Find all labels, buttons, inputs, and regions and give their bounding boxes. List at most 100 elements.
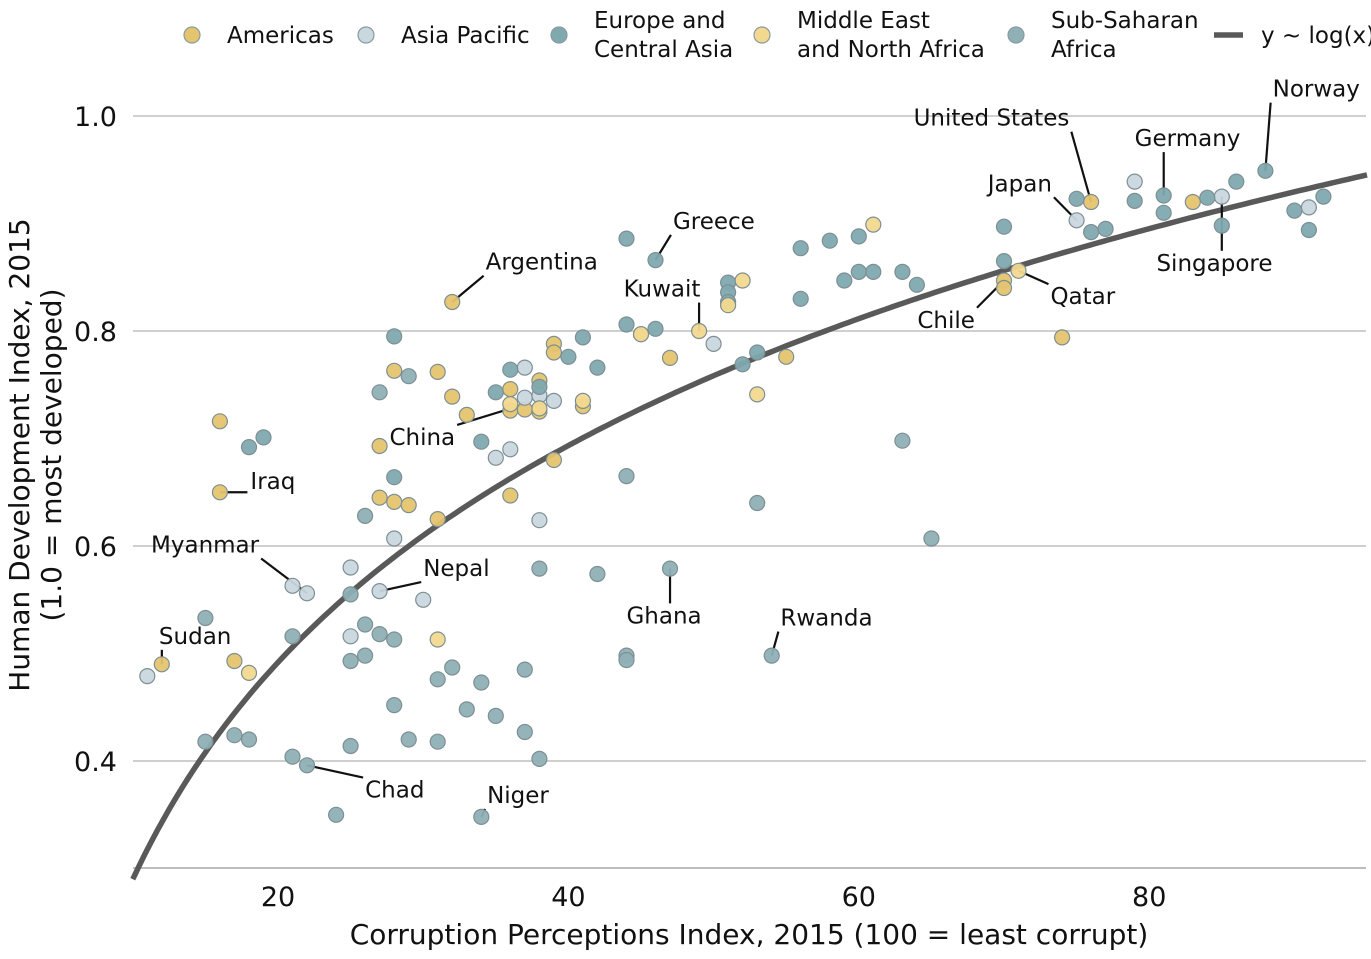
annotation-label-nepal: Nepal (423, 556, 489, 582)
data-point-europe (734, 356, 751, 373)
data-point-ssa (400, 368, 417, 385)
data-point-asia (1213, 188, 1230, 205)
data-point-ssa (197, 733, 214, 750)
trend-curve-group (130, 172, 1368, 881)
legend-label-europe: Europe and (594, 8, 725, 34)
data-point-europe (894, 263, 911, 280)
data-point-ssa (386, 696, 403, 714)
data-point-americas (444, 293, 461, 311)
data-point-ssa (371, 384, 388, 401)
annotation-label-argentina: Argentina (486, 250, 598, 276)
data-point-mena (734, 272, 751, 289)
data-point-europe (1213, 217, 1230, 234)
data-point-europe (1228, 173, 1245, 190)
data-point-mena (1010, 262, 1027, 279)
data-point-mena (632, 326, 650, 343)
x-tick-label: 80 (1132, 882, 1166, 913)
data-point-americas (661, 349, 679, 366)
data-point-europe (473, 433, 490, 450)
annotation-label-chile: Chile (917, 308, 975, 334)
annotation-label-rwanda: Rwanda (780, 606, 872, 632)
annotation-label-qatar: Qatar (1050, 284, 1115, 310)
data-point-europe (792, 290, 809, 307)
y-axis-title: Human Development Index, 2015 (1.0 = mos… (3, 218, 68, 691)
data-point-americas (458, 406, 475, 423)
data-point-ssa (894, 432, 911, 449)
data-point-ssa (298, 757, 316, 774)
data-point-asia (1126, 173, 1143, 190)
legend-label-asia: Asia Pacific (401, 23, 530, 49)
data-point-americas (545, 344, 563, 361)
data-point-ssa (197, 609, 214, 627)
data-point-americas (386, 493, 403, 510)
data-point-europe (1155, 204, 1172, 221)
data-point-ssa (516, 723, 533, 741)
data-point-europe (1315, 188, 1332, 205)
data-point-americas (444, 388, 461, 405)
data-points (139, 162, 1332, 826)
data-point-ssa (444, 659, 461, 676)
data-point-mena (502, 396, 519, 413)
data-point-europe (850, 228, 867, 245)
legend-label-trend: y ~ log(x) (1261, 23, 1371, 49)
annotation-label-iraq: Iraq (250, 469, 295, 495)
data-point-americas (1184, 193, 1201, 211)
data-point-europe (1300, 221, 1318, 239)
data-point-americas (211, 413, 228, 430)
data-point-europe (589, 359, 606, 376)
data-point-ssa (923, 530, 940, 547)
data-point-ssa (342, 737, 359, 755)
data-point-ssa (487, 707, 504, 725)
data-point-mena (574, 392, 592, 409)
data-point-asia (415, 591, 432, 608)
data-point-ssa (342, 652, 359, 670)
data-point-mena (865, 216, 882, 233)
data-point-europe (647, 252, 664, 269)
legend-label-americas: Americas (227, 23, 334, 49)
annotation-leader (1070, 131, 1093, 203)
y-tick-labels: 0.4 0.6 0.8 1.0 (74, 102, 117, 778)
data-point-ssa (763, 647, 780, 664)
data-point-ssa (357, 647, 374, 664)
y-axis-title-line-2: (1.0 = most developed) (35, 289, 68, 622)
data-point-europe (618, 316, 635, 333)
data-point-europe (995, 218, 1013, 235)
data-point-europe (1097, 220, 1114, 237)
data-point-asia (1068, 212, 1085, 229)
annotation-label-niger: Niger (487, 783, 549, 809)
data-point-ssa (458, 701, 475, 718)
y-axis-title-line-1: Human Development Index, 2015 (3, 218, 36, 691)
data-point-europe (487, 384, 504, 401)
data-point-ssa (531, 750, 548, 768)
data-point-americas (400, 497, 417, 514)
data-point-americas (153, 656, 170, 673)
data-point-asia (298, 585, 316, 602)
data-point-asia (342, 628, 359, 645)
data-point-ssa (357, 616, 374, 633)
data-point-ssa (342, 586, 359, 603)
data-point-asia (386, 530, 403, 547)
data-point-mena (719, 297, 737, 314)
legend-label-ssa: Sub-Saharan (1051, 8, 1199, 34)
legend-marker-mena (753, 26, 771, 44)
annotation-label-chad: Chad (365, 778, 424, 804)
y-tick-label: 1.0 (74, 102, 117, 133)
data-point-asia (139, 667, 156, 685)
data-point-asia (371, 582, 388, 600)
data-point-ssa (618, 651, 635, 669)
legend-label-europe: Central Asia (594, 37, 733, 63)
annotation-label-greece: Greece (673, 209, 755, 235)
data-point-ssa (226, 727, 243, 744)
data-point-mena (240, 664, 258, 682)
y-tick-label: 0.4 (74, 747, 117, 778)
annotation-labels: Norway United States Germany Japan Singapore… (151, 77, 1360, 809)
data-point-europe (836, 272, 853, 289)
data-point-europe (574, 329, 592, 346)
data-point-americas (778, 348, 795, 365)
data-point-asia (531, 512, 548, 529)
data-point-europe (1199, 189, 1216, 206)
data-point-americas (545, 451, 563, 469)
x-axis-title: Corruption Perceptions Index, 2015 (100 … (350, 918, 1149, 951)
legend-marker-asia (357, 26, 375, 44)
